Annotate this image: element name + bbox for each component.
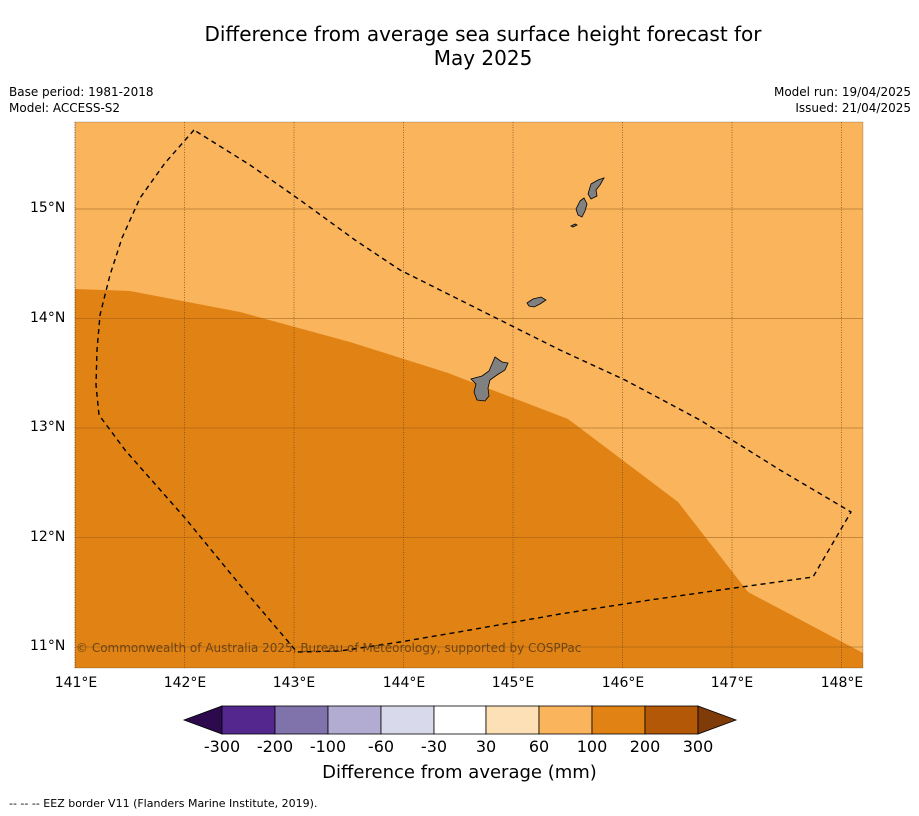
colorbar-extend-low	[182, 705, 223, 735]
lon-label-145: 145°E	[491, 675, 535, 691]
lat-gridlines	[75, 208, 863, 648]
lat-label-14: 14°N	[30, 310, 66, 326]
colorbar-segment-7	[538, 705, 593, 735]
lon-label-142: 142°E	[163, 675, 207, 691]
zone-dark	[75, 289, 863, 668]
title-line-1: Difference from average sea surface heig…	[204, 22, 762, 46]
island-aguijan	[570, 223, 578, 228]
colorbar-tick-label: -100	[309, 737, 347, 756]
colorbar-segment-8	[591, 705, 646, 735]
colorbar-tick-label: 100	[576, 737, 608, 756]
colorbar-extend-high	[697, 705, 738, 735]
colorbar-segment-2	[274, 705, 329, 735]
island-guam	[470, 356, 509, 402]
issued-date: Issued: 21/04/2025	[795, 101, 911, 115]
colorbar-tick-label: 200	[629, 737, 661, 756]
colorbar-segment-9	[644, 705, 699, 735]
colorbar-segment-1	[221, 705, 276, 735]
colorbar-tick-label: 300	[682, 737, 714, 756]
colorbar-tick-label: -30	[420, 737, 448, 756]
land-masses	[470, 177, 605, 402]
lon-label-144: 144°E	[382, 675, 426, 691]
lon-gridlines	[74, 122, 842, 668]
lat-label-11: 11°N	[30, 638, 66, 654]
lon-label-141: 141°E	[54, 675, 98, 691]
colorbar-segment-5	[433, 705, 487, 735]
eez-border	[95, 129, 852, 653]
lon-label-143: 143°E	[272, 675, 316, 691]
model-name: Model: ACCESS-S2	[9, 101, 121, 115]
meta-left: Base period: 1981-2018 Model: ACCESS-S2	[9, 84, 154, 116]
colorbar-tick-label: -300	[203, 737, 241, 756]
eez-footnote: -- -- -- EEZ border V11 (Flanders Marine…	[9, 797, 318, 810]
colorbar-segment-4	[380, 705, 435, 735]
island-saipan	[587, 177, 605, 200]
meta-right: Model run: 19/04/2025 Issued: 21/04/2025	[774, 84, 911, 116]
colorbar-segment-6	[485, 705, 540, 735]
lon-label-148: 148°E	[820, 675, 864, 691]
colorbar-title: Difference from average (mm)	[322, 762, 597, 783]
island-tinian	[575, 197, 588, 218]
model-run: Model run: 19/04/2025	[773, 85, 911, 99]
lat-label-12: 12°N	[30, 529, 66, 545]
colorbar-tick-label: -60	[367, 737, 395, 756]
map-frame	[74, 121, 864, 669]
copyright-notice: © Commonwealth of Australia 2025, Bureau…	[76, 641, 582, 655]
chart-title: Difference from average sea surface heig…	[0, 22, 919, 70]
title-line-2: May 2025	[433, 46, 533, 70]
colorbar-segment-3	[327, 705, 382, 735]
colorbar-tick-label: 60	[528, 737, 550, 756]
lon-label-146: 146°E	[601, 675, 645, 691]
island-rota	[526, 296, 547, 308]
lat-label-15: 15°N	[30, 200, 66, 216]
lon-label-147: 147°E	[710, 675, 754, 691]
colorbar-tick-label: -200	[256, 737, 294, 756]
base-period: Base period: 1981-2018	[9, 85, 154, 99]
lat-label-13: 13°N	[30, 419, 66, 435]
colorbar	[182, 705, 738, 735]
colorbar-tick-label: 30	[475, 737, 497, 756]
